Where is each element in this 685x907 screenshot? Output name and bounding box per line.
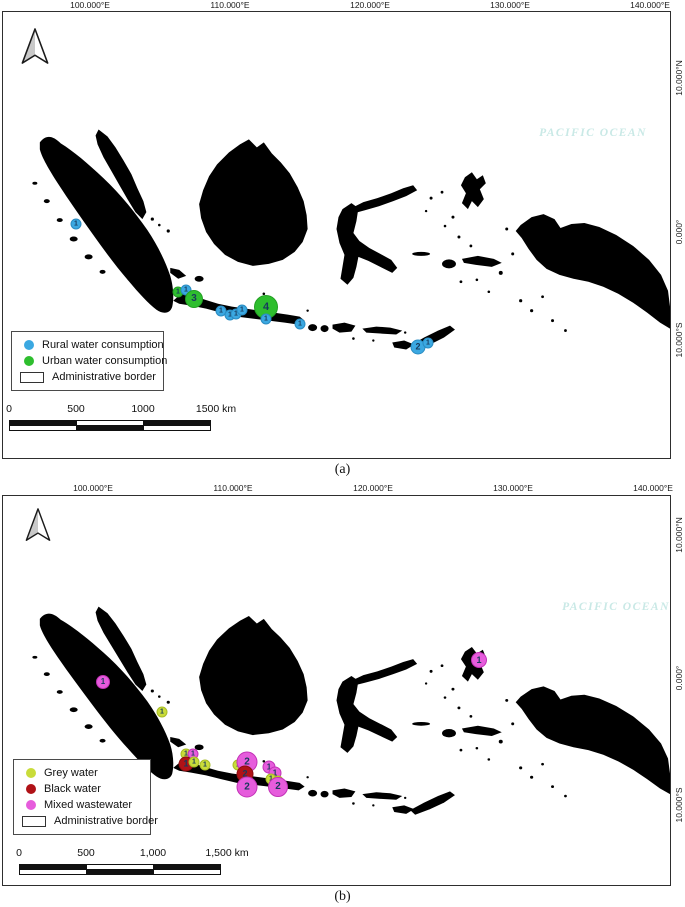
longitude-label: 100.000°E bbox=[70, 0, 110, 10]
scale-bar-b: 0 500 1,000 1,500 km bbox=[16, 847, 259, 875]
legend-item: Grey water bbox=[22, 767, 142, 779]
longitude-label: 130.000°E bbox=[493, 483, 533, 493]
scale-bar-segment bbox=[20, 870, 86, 874]
map-panel-b: 100.000°E 110.000°E 120.000°E 130.000°E 140.… bbox=[0, 480, 685, 907]
cluster-marker: 1 bbox=[188, 756, 200, 768]
longitude-label: 140.000°E bbox=[633, 483, 673, 493]
scale-bar-label: 500 bbox=[77, 847, 95, 859]
legend-item: Mixed wastewater bbox=[22, 799, 142, 811]
legend-box-b: Grey water Black water Mixed wastewater Adm… bbox=[13, 759, 158, 835]
indonesia-coastline bbox=[32, 129, 670, 351]
scale-bar-label: 1,500 km bbox=[205, 847, 249, 859]
legend-box-a: Rural water consumption Urban water consu… bbox=[11, 331, 167, 391]
latitude-label: 10.000°N bbox=[674, 60, 684, 96]
legend-dot-icon bbox=[26, 768, 36, 778]
legend-border-swatch-icon bbox=[22, 815, 46, 827]
map-canvas-b: PACIFIC OCEAN 11111111222111121 Grey wat… bbox=[2, 495, 671, 886]
cluster-marker: 1 bbox=[260, 313, 272, 325]
latitude-label: 10.000°N bbox=[674, 517, 684, 553]
scale-bar-label: 0 bbox=[16, 847, 22, 859]
scale-bar-segment bbox=[154, 865, 220, 869]
legend-item: Urban water consumption bbox=[20, 355, 167, 367]
legend-item-label: Rural water consumption bbox=[42, 339, 164, 351]
scale-bar-label: 0 bbox=[6, 403, 12, 415]
cluster-marker: 3 bbox=[185, 290, 203, 308]
cluster-marker: 1 bbox=[294, 318, 306, 330]
scale-bar-segment bbox=[144, 426, 210, 430]
legend-item-label: Administrative border bbox=[52, 371, 156, 383]
panel-caption-b: (b) bbox=[334, 889, 351, 904]
scale-bar-a: 0 500 1000 1500 km bbox=[6, 403, 249, 431]
scale-bar-label: 500 bbox=[67, 403, 85, 415]
legend-item: Rural water consumption bbox=[20, 339, 164, 351]
cluster-marker: 1 bbox=[70, 218, 82, 230]
scale-bar-label: 1500 km bbox=[195, 403, 237, 415]
cluster-marker: 2 bbox=[268, 777, 288, 797]
scale-bar-label: 1,000 bbox=[139, 847, 167, 859]
legend-item-label: Urban water consumption bbox=[42, 355, 168, 367]
latitude-label: 10.000°S bbox=[674, 322, 684, 358]
legend-item-label: Grey water bbox=[44, 767, 98, 779]
cluster-marker: 1 bbox=[471, 652, 487, 668]
longitude-label: 120.000°E bbox=[350, 0, 390, 10]
scale-bar-segment bbox=[87, 870, 153, 874]
legend-item: Administrative border bbox=[22, 815, 158, 827]
cluster-marker: 2 bbox=[410, 339, 426, 355]
latitude-label: 10.000°S bbox=[674, 787, 684, 823]
scale-bar-segment bbox=[87, 865, 153, 869]
ocean-label: PACIFIC OCEAN bbox=[562, 601, 670, 613]
ocean-label: PACIFIC OCEAN bbox=[539, 127, 647, 139]
panel-caption-a: (a) bbox=[334, 462, 351, 477]
legend-item: Administrative border bbox=[20, 371, 156, 383]
cluster-marker: 1 bbox=[199, 759, 211, 771]
cluster-marker: 1 bbox=[96, 675, 110, 689]
scale-bar-segment bbox=[77, 421, 143, 425]
legend-item: Black water bbox=[22, 783, 142, 795]
legend-dot-icon bbox=[24, 356, 34, 366]
legend-border-swatch-icon bbox=[20, 371, 44, 383]
longitude-label: 110.000°E bbox=[213, 483, 253, 493]
north-arrow-icon bbox=[25, 508, 51, 541]
scale-bar-segment bbox=[144, 421, 210, 425]
legend-item-label: Black water bbox=[44, 783, 101, 795]
longitude-label: 110.000°E bbox=[210, 0, 250, 10]
longitude-label: 130.000°E bbox=[490, 0, 530, 10]
legend-dot-icon bbox=[26, 800, 36, 810]
cluster-marker: 1 bbox=[236, 304, 248, 316]
latitude-label: 0.000° bbox=[674, 219, 684, 245]
scale-bar-segment bbox=[154, 870, 220, 874]
legend-item-label: Administrative border bbox=[54, 815, 158, 827]
longitude-label: 120.000°E bbox=[353, 483, 393, 493]
longitude-label: 100.000°E bbox=[73, 483, 113, 493]
cluster-marker: 1 bbox=[156, 706, 168, 718]
legend-dot-icon bbox=[24, 340, 34, 350]
cluster-marker: 2 bbox=[236, 776, 258, 798]
map-panel-a: 100.000°E 110.000°E 120.000°E 130.000°E 140.… bbox=[2, 0, 684, 477]
scale-bar-segment bbox=[10, 426, 76, 430]
longitude-label: 140.000°E bbox=[630, 0, 670, 10]
scale-bar-segment bbox=[77, 426, 143, 430]
legend-item-label: Mixed wastewater bbox=[44, 799, 133, 811]
scale-bar-label: 1000 bbox=[131, 403, 155, 415]
cluster-marker: 1 bbox=[422, 337, 434, 349]
latitude-label: 0.000° bbox=[674, 665, 684, 691]
scale-bar-segment bbox=[10, 421, 76, 425]
north-arrow-icon bbox=[21, 28, 49, 64]
legend-dot-icon bbox=[26, 784, 36, 794]
scale-bar-segment bbox=[20, 865, 86, 869]
map-canvas-a: PACIFIC OCEAN 1113111141121 Rural water … bbox=[2, 11, 671, 459]
